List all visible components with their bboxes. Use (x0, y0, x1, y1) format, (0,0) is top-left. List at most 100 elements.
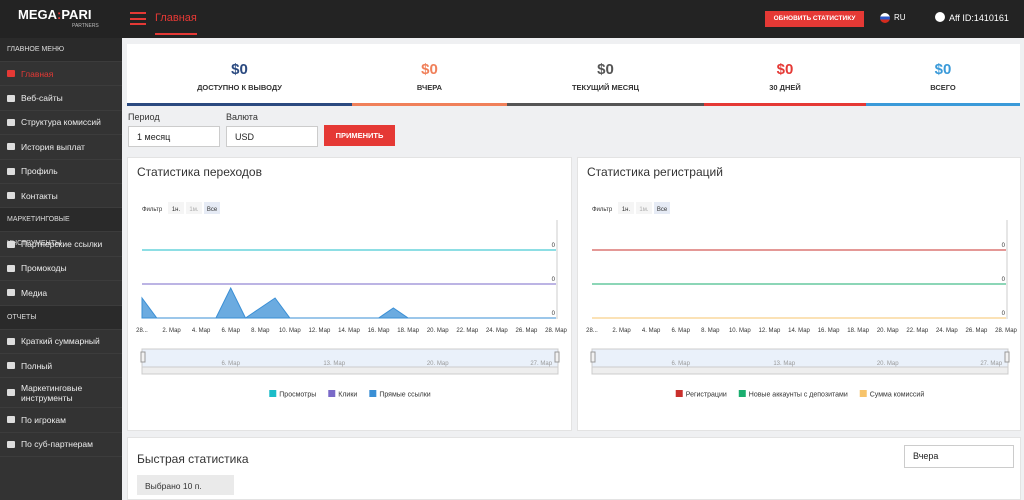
menu-icon (7, 70, 15, 78)
legend-label[interactable]: Прямые ссылки (379, 392, 430, 399)
navigator-label: 20. Мар (877, 361, 899, 367)
x-tick-label: 14. Мар (338, 328, 360, 334)
menu-icon (7, 362, 15, 370)
legend-label[interactable]: Новые аккаунты с депозитами (749, 392, 848, 399)
y-tick-label: 0 (1002, 277, 1006, 283)
navigator-handle (140, 351, 146, 363)
x-tick-label: 4. Мар (642, 328, 661, 334)
filter-button-bg (654, 202, 670, 214)
x-tick-label: 8. Мар (251, 328, 270, 334)
navigator-label: 13. Мар (773, 361, 795, 367)
filter-label: Фильтр (142, 207, 163, 213)
menu-item[interactable]: Краткий суммарный (0, 330, 122, 354)
quick-period-select[interactable]: Вчера (904, 445, 1014, 468)
menu-label: Медиа (21, 287, 48, 298)
menu-label: Веб-сайты (21, 93, 63, 104)
legend-swatch (328, 390, 336, 397)
menu-icon (7, 143, 15, 151)
filter-button[interactable]: 1н. (172, 207, 181, 213)
menu-label: Контакты (21, 190, 58, 201)
x-tick-label: 16. Мар (368, 328, 390, 334)
currency-label: Валюта (226, 112, 258, 122)
filter-button[interactable]: 1н. (622, 207, 631, 213)
menu-label: По игрокам (21, 414, 66, 425)
language-select[interactable]: RU (894, 13, 906, 22)
filter-button[interactable]: 1м. (639, 207, 648, 213)
x-tick-label: 28... (136, 328, 148, 334)
menu-item[interactable]: Профиль (0, 160, 122, 184)
stat-card: $0 ВЧЕРА (352, 44, 507, 106)
menu-icon (7, 337, 15, 345)
menu-item[interactable]: Партнерские ссылки (0, 232, 122, 257)
filter-button[interactable]: Все (657, 207, 668, 213)
menu-item[interactable]: Контакты (0, 184, 122, 209)
period-label: Период (128, 112, 160, 122)
x-tick-label: 4. Мар (192, 328, 211, 334)
filter-button[interactable]: Все (207, 207, 218, 213)
y-tick-label: 0 (552, 311, 556, 317)
menu-label: Краткий суммарный (21, 336, 100, 347)
legend-label[interactable]: Регистрации (686, 392, 727, 399)
stat-card: $0 ВСЕГО (866, 44, 1020, 106)
menu-item[interactable]: Главная (0, 62, 122, 87)
menu-item[interactable]: Маркетинговые инструменты (0, 378, 122, 409)
legend-label[interactable]: Сумма комиссий (870, 391, 925, 399)
menu-item[interactable]: Веб-сайты (0, 86, 122, 111)
navigator-label: 6. Мар (672, 361, 691, 367)
menu-item[interactable]: История выплат (0, 135, 122, 160)
x-tick-label: 18. Мар (397, 328, 419, 334)
menu-icon (7, 118, 15, 126)
menu-item[interactable]: Медиа (0, 281, 122, 306)
menu-item[interactable]: Полный (0, 354, 122, 379)
menu-item[interactable]: Промокоды (0, 257, 122, 282)
stat-value: $0 (934, 61, 952, 78)
y-tick-label: 0 (552, 277, 556, 283)
chart-title: Статистика переходов (137, 165, 262, 179)
menu-section: ГЛАВНОЕ МЕНЮ (0, 38, 122, 62)
menu-toggle[interactable] (130, 12, 146, 25)
logo-left: MEGA (18, 7, 57, 22)
navigator-label: 27. Мар (530, 361, 552, 367)
menu-item[interactable]: По игрокам (0, 408, 122, 433)
columns-select[interactable]: Выбрано 10 п. (137, 475, 234, 495)
x-tick-label: 12. Мар (759, 328, 781, 334)
filter-button[interactable]: 1м. (189, 207, 198, 213)
top-bar: MEGA:PARI PARTNERS Главная ОБНОВИТЬ СТАТ… (0, 0, 1024, 38)
x-tick-label: 10. Мар (279, 328, 301, 334)
x-tick-label: 22. Мар (906, 328, 928, 334)
navigator (591, 348, 1009, 368)
x-tick-label: 28... (586, 328, 598, 334)
stat-value: $0 (776, 61, 794, 78)
menu-label: Структура комиссий (21, 117, 101, 128)
menu-icon (7, 389, 15, 397)
period-select[interactable]: 1 месяц (128, 126, 220, 147)
filter-button-bg (636, 202, 652, 214)
menu-item[interactable]: По суб-партнерам (0, 433, 122, 458)
menu-label: Профиль (21, 166, 58, 177)
x-tick-label: 24. Мар (486, 328, 508, 334)
x-tick-label: 24. Мар (936, 328, 958, 334)
menu-label: Промокоды (21, 263, 67, 274)
filter-button-bg (204, 202, 220, 214)
menu-section: МАРКЕТИНГОВЫЕ ИНСТРУМЕНТЫ (0, 208, 122, 247)
filter-label: Фильтр (592, 207, 613, 213)
y-tick-label: 0 (1002, 243, 1006, 249)
menu-item[interactable]: Структура комиссий (0, 111, 122, 136)
x-tick-label: 20. Мар (877, 328, 899, 334)
refresh-button[interactable]: ОБНОВИТЬ СТАТИСТИКУ (765, 11, 864, 27)
flag-icon (880, 13, 890, 23)
x-tick-label: 12. Мар (309, 328, 331, 334)
logo: MEGA:PARI (18, 7, 92, 22)
currency-select[interactable]: USD (226, 126, 318, 147)
navigator-handle (590, 351, 596, 363)
legend-label[interactable]: Просмотры (279, 392, 316, 399)
menu-icon (7, 416, 15, 424)
navigator-label: 27. Мар (980, 361, 1002, 367)
aff-id[interactable]: Aff ID:1410161 (949, 13, 1009, 23)
apply-button[interactable]: ПРИМЕНИТЬ (324, 125, 395, 146)
legend-label[interactable]: Клики (338, 392, 357, 399)
y-tick-label: 0 (1002, 311, 1006, 317)
stat-label: ДОСТУПНО К ВЫВОДУ (197, 83, 282, 92)
menu-label: Партнерские ссылки (21, 239, 103, 250)
x-tick-label: 6. Мар (222, 328, 241, 334)
